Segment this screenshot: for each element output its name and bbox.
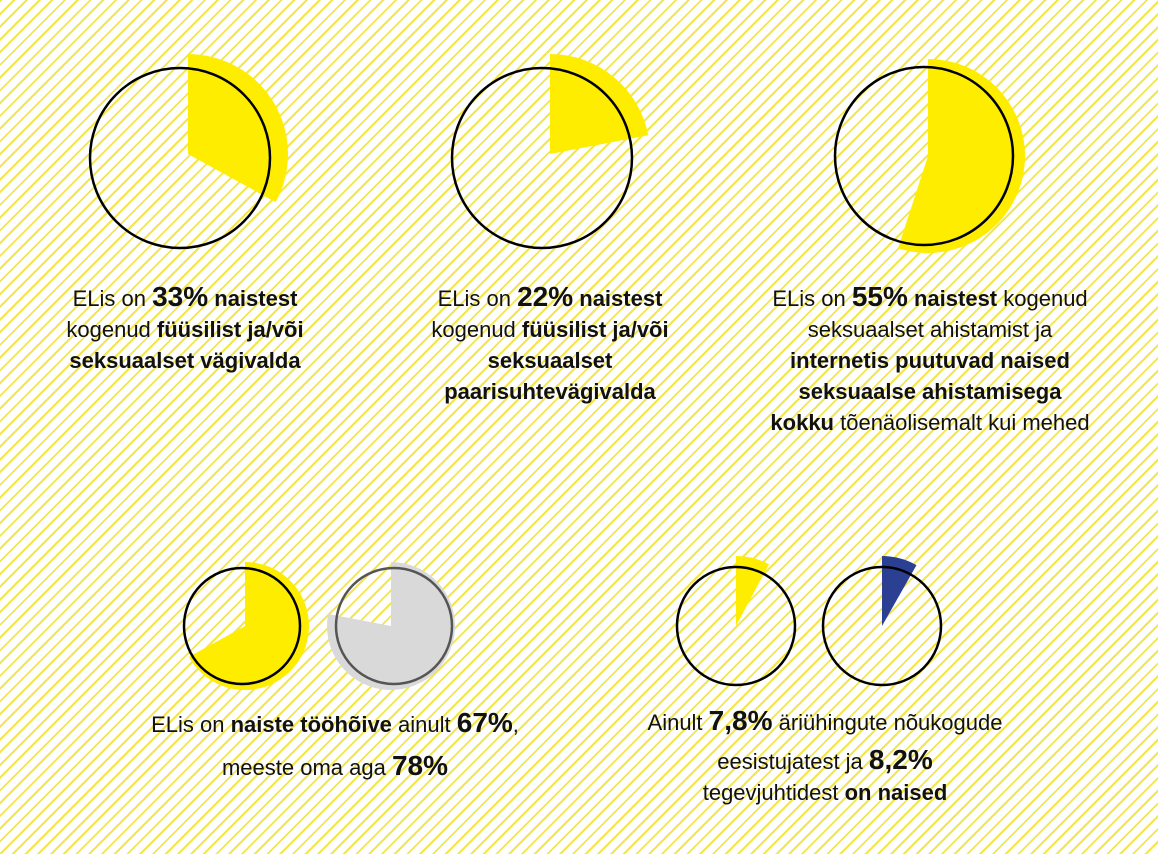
stat-value: 67% [456,707,513,738]
caption-line: seksuaalset [487,348,613,373]
caption-line: ELis on 22% naistest [437,281,663,312]
caption-line: ELis on 33% naistest [72,281,298,312]
caption-line: seksuaalset ahistamist ja [807,317,1053,342]
pie-outline [88,66,272,250]
caption-line: seksuaalset vägivalda [69,348,301,373]
caption-line: meeste oma aga 78% [221,750,449,781]
caption-harassment: ELis on 55% naistest kogenud seksuaalset… [735,281,1125,438]
caption-line: kokku tõenäolisemalt kui mehed [770,410,1090,435]
caption-partner-violence: ELis on 22% naistest kogenud füüsilist j… [375,281,725,407]
pie-outline [334,566,454,686]
caption-line: eesistujatest ja 8,2% [717,744,933,775]
caption-line: kogenud füüsilist ja/või [431,317,669,342]
pie-outline [675,565,797,687]
caption-line: tegevjuhtidest on naised [702,780,948,805]
caption-line: Ainult 7,8% äriühingute nõukogude [647,705,1003,736]
pie-outline [182,566,302,686]
pie-slice [188,562,310,691]
stat-value: 8,2% [868,744,933,775]
stat-value: 78% [391,750,449,781]
caption-line: ELis on naiste tööhõive ainult 67%, [151,707,519,738]
caption-violence: ELis on 33% naistest kogenud füüsilist j… [10,281,360,376]
caption-line: paarisuhtevägivalda [444,379,656,404]
pie-slice [898,58,1026,253]
caption-line: ELis on 55% naistest kogenud [772,281,1088,312]
pie-slice [188,54,289,203]
stat-value: 22% [517,281,574,312]
caption-line: internetis puutuvad naised [790,348,1070,373]
caption-line: kogenud füüsilist ja/või [66,317,304,342]
stat-value: 33% [152,281,209,312]
caption-employment: ELis on naiste tööhõive ainult 67%, mees… [110,702,560,788]
stat-value: 7,8% [708,705,773,736]
caption-line: seksuaalse ahistamisega [798,379,1062,404]
pie-outline [821,565,943,687]
stat-value: 55% [851,281,908,312]
pie-outline [450,66,634,250]
pie-outline [833,65,1015,247]
pie-slice [326,562,455,691]
pie-slice [550,54,649,154]
caption-business: Ainult 7,8% äriühingute nõukogude eesist… [590,702,1060,806]
